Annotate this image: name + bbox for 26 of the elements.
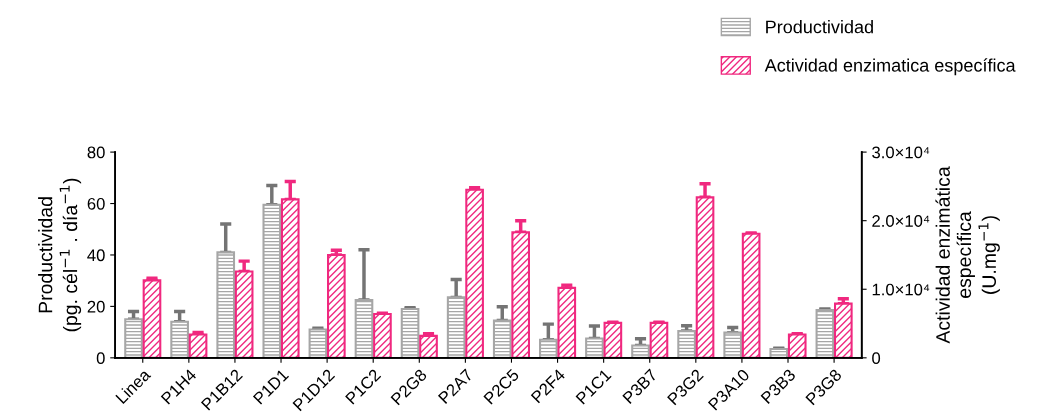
bar [557, 286, 577, 358]
y2-tick-label: 2.0×10⁴ [872, 215, 930, 227]
y2-tick-label: 0 [872, 352, 881, 365]
y2-axis-title: Actividad enzimática específica (U.mg$^{−1}$) [935, 166, 1000, 344]
bar [465, 188, 484, 358]
bar [649, 321, 669, 358]
bar [308, 328, 328, 358]
bar [327, 253, 346, 358]
y-tick-label: 60 [87, 197, 105, 210]
y2-tick-label: 1.0×10⁴ [872, 283, 930, 296]
y2-tick-label: 3.0×10⁴ [872, 146, 930, 159]
bar [492, 319, 512, 358]
bar [723, 331, 743, 358]
bar [539, 338, 558, 358]
bar [787, 333, 807, 358]
y-tick-label: 0 [96, 352, 105, 365]
y-tick-label: 80 [87, 146, 105, 159]
legend-label: Productividad [766, 20, 873, 34]
y-tick-label: 20 [87, 300, 105, 313]
y-tick-label: 40 [87, 249, 105, 262]
legend-label: Actividad enzimatica específica [764, 58, 1016, 76]
bar [741, 232, 761, 358]
bar [142, 279, 162, 358]
bar [400, 307, 420, 358]
bar [677, 330, 696, 358]
y-axis-title: Productividad (pg. cél$^{−1}$ . día$^{−1}$) [38, 178, 82, 332]
